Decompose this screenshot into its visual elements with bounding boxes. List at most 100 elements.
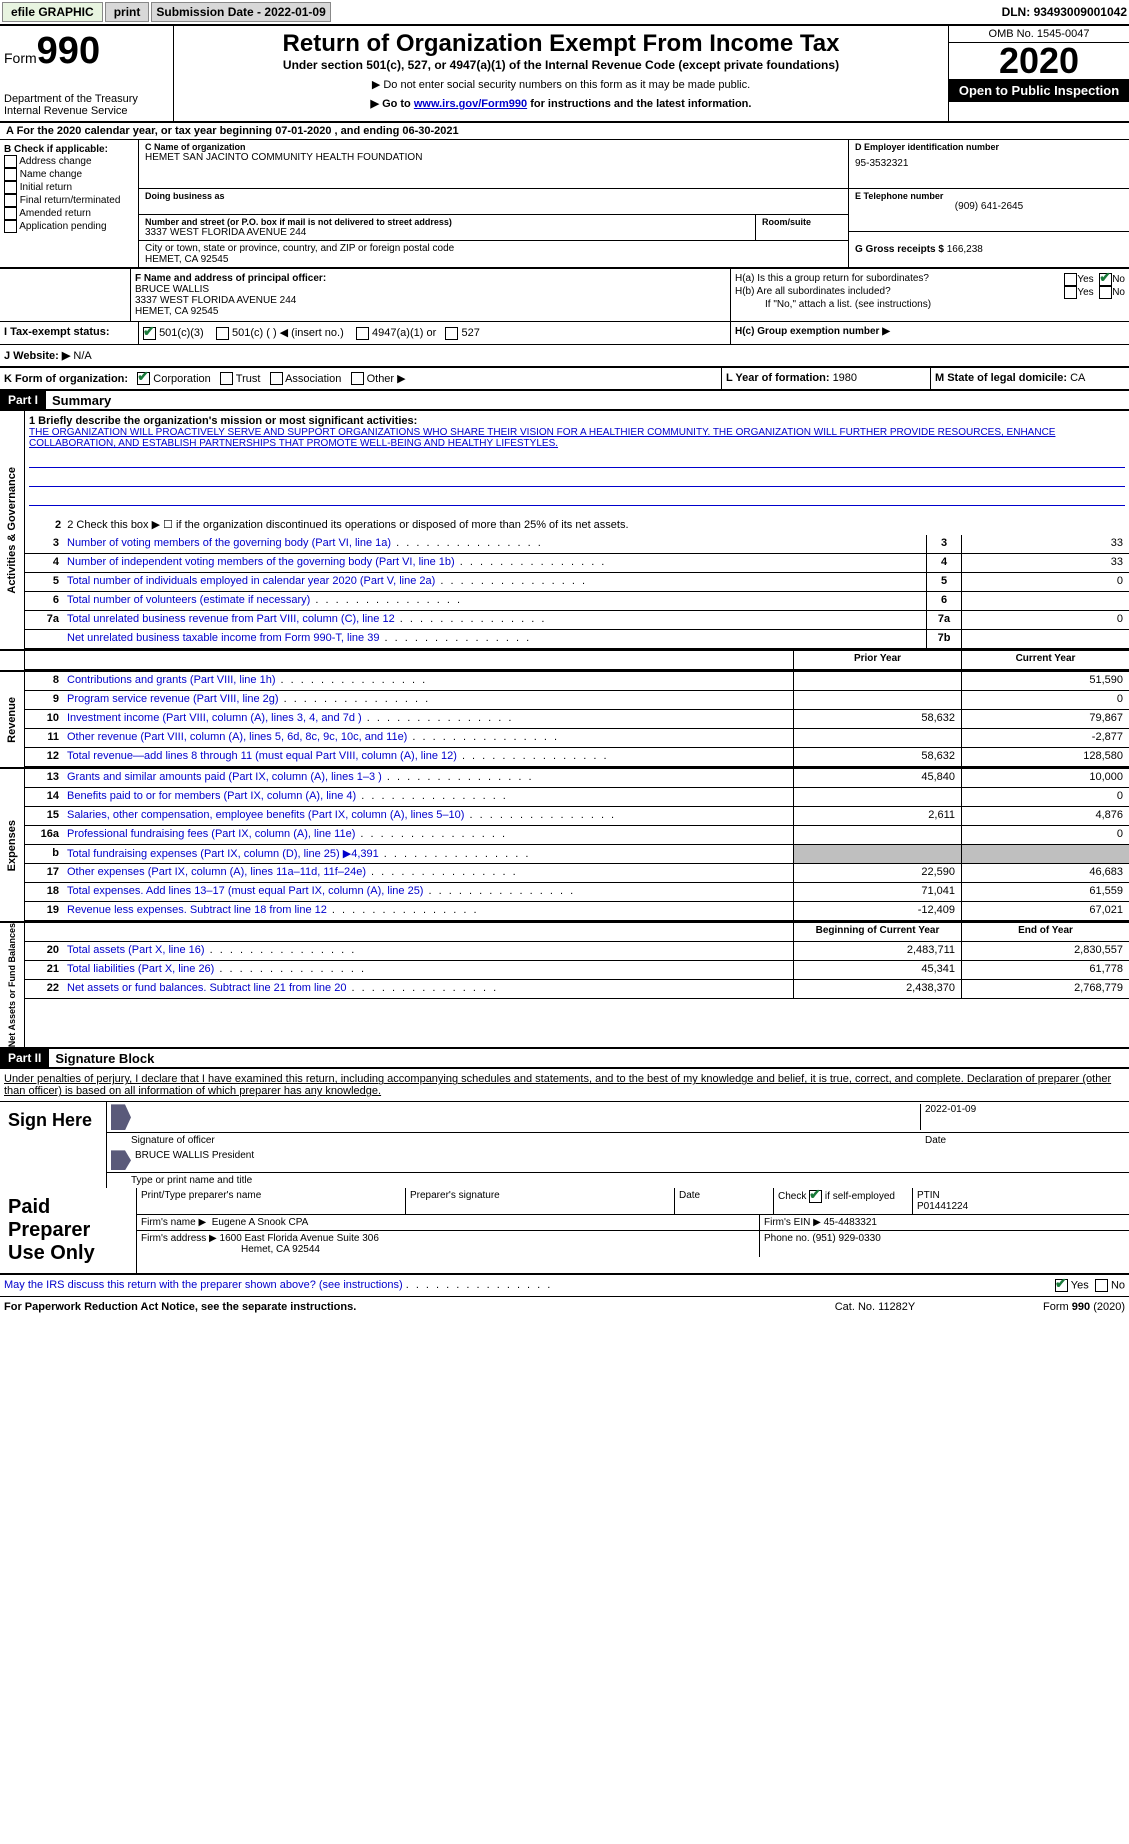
print-button[interactable]: print (105, 2, 150, 22)
check-501c3[interactable] (143, 327, 156, 340)
phone-cell: E Telephone number (909) 641-2645 (849, 189, 1129, 232)
check-hb-no[interactable] (1099, 286, 1112, 299)
vtab-dummy (0, 651, 25, 670)
h-date: Date (675, 1188, 774, 1214)
firm-name: Firm's name ▶ Eugene A Snook CPA (137, 1215, 760, 1230)
summary-line: 4Number of independent voting members of… (25, 554, 1129, 573)
tax-year: 2020 (949, 43, 1129, 79)
check-discuss-no[interactable] (1095, 1279, 1108, 1292)
h-ptin: PTIN P01441224 (913, 1188, 1129, 1214)
summary-line: 6Total number of volunteers (estimate if… (25, 592, 1129, 611)
part1-header: Part I (0, 391, 46, 409)
vtab-expenses: Expenses (0, 769, 25, 921)
sign-here-label: Sign Here (0, 1102, 107, 1188)
summary-line: 17Other expenses (Part IX, column (A), l… (25, 864, 1129, 883)
form-of-org: K Form of organization: Corporation Trus… (0, 368, 721, 390)
line2: 2 2 Check this box ▶ ☐ if the organizati… (25, 514, 1129, 535)
submission-date: Submission Date - 2022-01-09 (151, 2, 330, 22)
form-number: Form990 (4, 30, 169, 73)
summary-line: 22Net assets or fund balances. Subtract … (25, 980, 1129, 999)
vtab-activities: Activities & Governance (0, 411, 25, 649)
h-preparer-name: Print/Type preparer's name (137, 1188, 406, 1214)
summary-line: 14Benefits paid to or for members (Part … (25, 788, 1129, 807)
irs-label: Internal Revenue Service (4, 105, 169, 117)
check-app-pending[interactable] (4, 220, 17, 233)
summary-line: bTotal fundraising expenses (Part IX, co… (25, 845, 1129, 864)
check-501c[interactable] (216, 327, 229, 340)
h-selfemployed: Check if self-employed (774, 1188, 913, 1214)
sig-date: 2022-01-09 (920, 1104, 1125, 1130)
box-b: B Check if applicable: Address change Na… (0, 140, 139, 267)
form-header: Form990 Department of the Treasury Inter… (0, 26, 1129, 123)
group-return-cell: H(a) Is this a group return for subordin… (731, 269, 1129, 321)
paid-preparer-label: Paid Preparer Use Only (0, 1188, 137, 1273)
check-self-employed[interactable] (809, 1190, 822, 1203)
name-label: Type or print name and title (131, 1175, 252, 1186)
sig-officer-label: Signature of officer (131, 1135, 921, 1146)
check-hb-yes[interactable] (1064, 286, 1077, 299)
summary-line: 15Salaries, other compensation, employee… (25, 807, 1129, 826)
summary-line: 8Contributions and grants (Part VIII, li… (25, 672, 1129, 691)
part2-header: Part II (0, 1049, 49, 1067)
cat-no: Cat. No. 11282Y (775, 1301, 975, 1313)
check-initial-return[interactable] (4, 181, 17, 194)
part2-title: Signature Block (49, 1051, 154, 1066)
summary-line: 19Revenue less expenses. Subtract line 1… (25, 902, 1129, 921)
pra-notice: For Paperwork Reduction Act Notice, see … (4, 1301, 775, 1313)
inspection-label: Open to Public Inspection (949, 79, 1129, 102)
ssn-note: ▶ Do not enter social security numbers o… (178, 78, 944, 91)
officer-name: BRUCE WALLIS President (135, 1150, 254, 1170)
check-ha-no[interactable] (1099, 273, 1112, 286)
h-preparer-sig: Preparer's signature (406, 1188, 675, 1214)
gross-receipts: G Gross receipts $ 166,238 (849, 232, 1129, 257)
year-formation: L Year of formation: 1980 (721, 368, 930, 390)
check-527[interactable] (445, 327, 458, 340)
hc-cell: H(c) Group exemption number ▶ (731, 322, 1129, 344)
summary-line: 11Other revenue (Part VIII, column (A), … (25, 729, 1129, 748)
summary-line: 18Total expenses. Add lines 13–17 (must … (25, 883, 1129, 902)
date-label: Date (921, 1135, 1125, 1146)
dba-cell: Doing business as (139, 189, 848, 215)
firm-ein: Firm's EIN ▶ 45-4483321 (760, 1215, 1129, 1230)
topbar: efile GRAPHIC print Submission Date - 20… (0, 0, 1129, 26)
na-headers: Beginning of Current Year End of Year (25, 923, 1129, 942)
declaration: Under penalties of perjury, I declare th… (0, 1069, 1129, 1101)
instructions-link: ▶ Go to www.irs.gov/Form990 for instruct… (178, 97, 944, 110)
website-label: J Website: ▶ N/A (0, 345, 138, 366)
irs-link[interactable]: www.irs.gov/Form990 (414, 98, 527, 110)
tax-status-label: I Tax-exempt status: (0, 322, 139, 344)
vtab-revenue: Revenue (0, 672, 25, 767)
dept-treasury: Department of the Treasury (4, 93, 169, 105)
state-domicile: M State of legal domicile: CA (930, 368, 1129, 390)
summary-line: Net unrelated business taxable income fr… (25, 630, 1129, 649)
check-4947[interactable] (356, 327, 369, 340)
check-assoc[interactable] (270, 372, 283, 385)
check-other[interactable] (351, 372, 364, 385)
check-amended[interactable] (4, 207, 17, 220)
address-row: Number and street (or P.O. box if mail i… (139, 215, 848, 241)
check-final-return[interactable] (4, 194, 17, 207)
check-name-change[interactable] (4, 168, 17, 181)
summary-line: 20Total assets (Part X, line 16)2,483,71… (25, 942, 1129, 961)
check-trust[interactable] (220, 372, 233, 385)
summary-line: 16aProfessional fundraising fees (Part I… (25, 826, 1129, 845)
form-footer: Form 990 (2020) (975, 1301, 1125, 1313)
officer-cell: F Name and address of principal officer:… (131, 269, 731, 321)
vtab-netassets: Net Assets or Fund Balances (0, 923, 25, 1047)
summary-line: 13Grants and similar amounts paid (Part … (25, 769, 1129, 788)
summary-line: 21Total liabilities (Part X, line 26)45,… (25, 961, 1129, 980)
check-corp[interactable] (137, 372, 150, 385)
year-headers: Prior Year Current Year (25, 651, 1129, 670)
summary-line: 5Total number of individuals employed in… (25, 573, 1129, 592)
check-address-change[interactable] (4, 155, 17, 168)
check-discuss-yes[interactable] (1055, 1279, 1068, 1292)
city-cell: City or town, state or province, country… (139, 241, 848, 267)
summary-line: 9Program service revenue (Part VIII, lin… (25, 691, 1129, 710)
mission-block: 1 Briefly describe the organization's mi… (25, 411, 1129, 514)
summary-line: 3Number of voting members of the governi… (25, 535, 1129, 554)
discuss-row: May the IRS discuss this return with the… (0, 1275, 1129, 1297)
check-ha-yes[interactable] (1064, 273, 1077, 286)
summary-line: 10Investment income (Part VIII, column (… (25, 710, 1129, 729)
summary-line: 7aTotal unrelated business revenue from … (25, 611, 1129, 630)
efile-button[interactable]: efile GRAPHIC (2, 2, 103, 22)
